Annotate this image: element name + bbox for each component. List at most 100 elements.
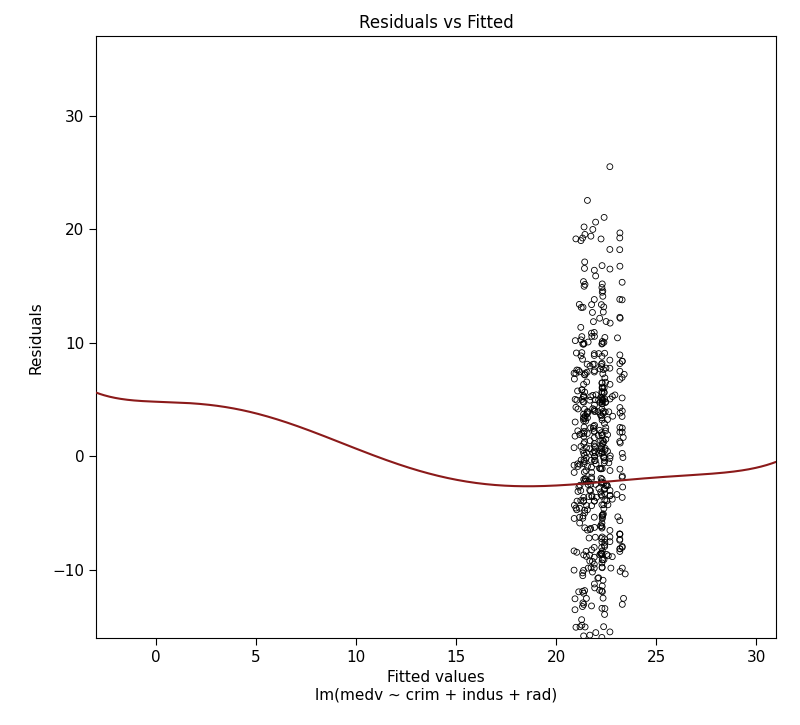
Point: [580, 476, 593, 487]
Point: [584, 435, 597, 447]
Point: [614, 528, 626, 539]
Point: [616, 276, 629, 288]
Point: [594, 486, 607, 498]
Point: [596, 511, 609, 523]
Point: [614, 244, 626, 255]
Point: [581, 406, 594, 418]
Point: [580, 592, 593, 604]
Point: [573, 502, 586, 514]
Point: [603, 355, 616, 366]
Point: [577, 396, 590, 407]
Point: [568, 513, 581, 524]
Point: [571, 682, 584, 693]
Point: [578, 454, 590, 465]
Point: [603, 452, 616, 464]
Point: [606, 494, 618, 505]
Point: [594, 392, 607, 403]
Point: [578, 403, 591, 415]
Point: [594, 548, 607, 560]
Point: [577, 587, 590, 599]
Point: [614, 436, 626, 447]
Point: [578, 413, 591, 424]
Point: [616, 372, 629, 384]
Point: [589, 447, 602, 459]
Point: [598, 554, 610, 566]
Point: [578, 473, 590, 485]
Point: [604, 450, 617, 462]
Point: [582, 532, 595, 544]
Point: [587, 423, 600, 434]
Point: [577, 276, 590, 287]
Point: [568, 368, 581, 379]
Point: [596, 286, 609, 298]
Point: [573, 299, 586, 310]
Point: [596, 639, 609, 650]
Point: [598, 484, 610, 495]
Point: [592, 572, 605, 584]
Point: [596, 382, 609, 394]
Point: [603, 531, 616, 543]
Point: [596, 521, 609, 533]
Point: [577, 302, 590, 313]
Point: [616, 655, 629, 666]
Point: [585, 473, 598, 485]
Point: [588, 432, 601, 444]
Point: [596, 278, 609, 290]
Point: [595, 642, 608, 654]
Point: [595, 548, 608, 560]
Point: [574, 485, 587, 497]
Point: [598, 387, 610, 399]
Point: [594, 445, 607, 457]
Point: [580, 643, 593, 655]
Point: [603, 362, 616, 374]
Point: [599, 425, 612, 436]
Point: [595, 631, 608, 643]
Point: [575, 394, 588, 405]
Point: [596, 260, 609, 271]
Point: [588, 349, 601, 361]
Point: [603, 490, 616, 502]
Point: [578, 492, 590, 503]
Point: [583, 360, 596, 372]
Point: [578, 369, 591, 381]
Point: [579, 410, 592, 421]
Point: [588, 455, 601, 466]
Point: [586, 223, 599, 235]
Point: [575, 428, 588, 439]
Point: [578, 450, 591, 461]
Point: [596, 428, 609, 440]
Point: [598, 541, 611, 552]
Point: [583, 550, 596, 561]
Point: [581, 460, 594, 472]
Point: [601, 480, 614, 492]
Point: [574, 334, 587, 346]
Point: [598, 436, 610, 447]
Point: [585, 562, 598, 573]
Point: [586, 389, 599, 401]
Point: [597, 407, 610, 419]
Point: [616, 541, 629, 552]
Point: [581, 358, 594, 370]
Point: [586, 358, 599, 370]
Point: [575, 347, 588, 358]
Point: [576, 567, 589, 579]
Point: [578, 339, 590, 350]
Point: [614, 232, 626, 244]
Point: [578, 415, 590, 426]
Point: [595, 427, 608, 439]
Point: [578, 431, 590, 442]
Point: [586, 500, 598, 511]
Point: [574, 517, 586, 529]
Point: [604, 393, 617, 405]
Point: [597, 508, 610, 520]
Point: [598, 418, 611, 429]
Point: [616, 355, 629, 367]
Point: [614, 365, 626, 377]
Point: [614, 566, 626, 577]
Point: [616, 471, 629, 483]
Point: [596, 510, 609, 521]
Point: [569, 593, 582, 605]
Point: [580, 376, 593, 388]
Point: [577, 444, 590, 456]
Point: [588, 348, 601, 360]
